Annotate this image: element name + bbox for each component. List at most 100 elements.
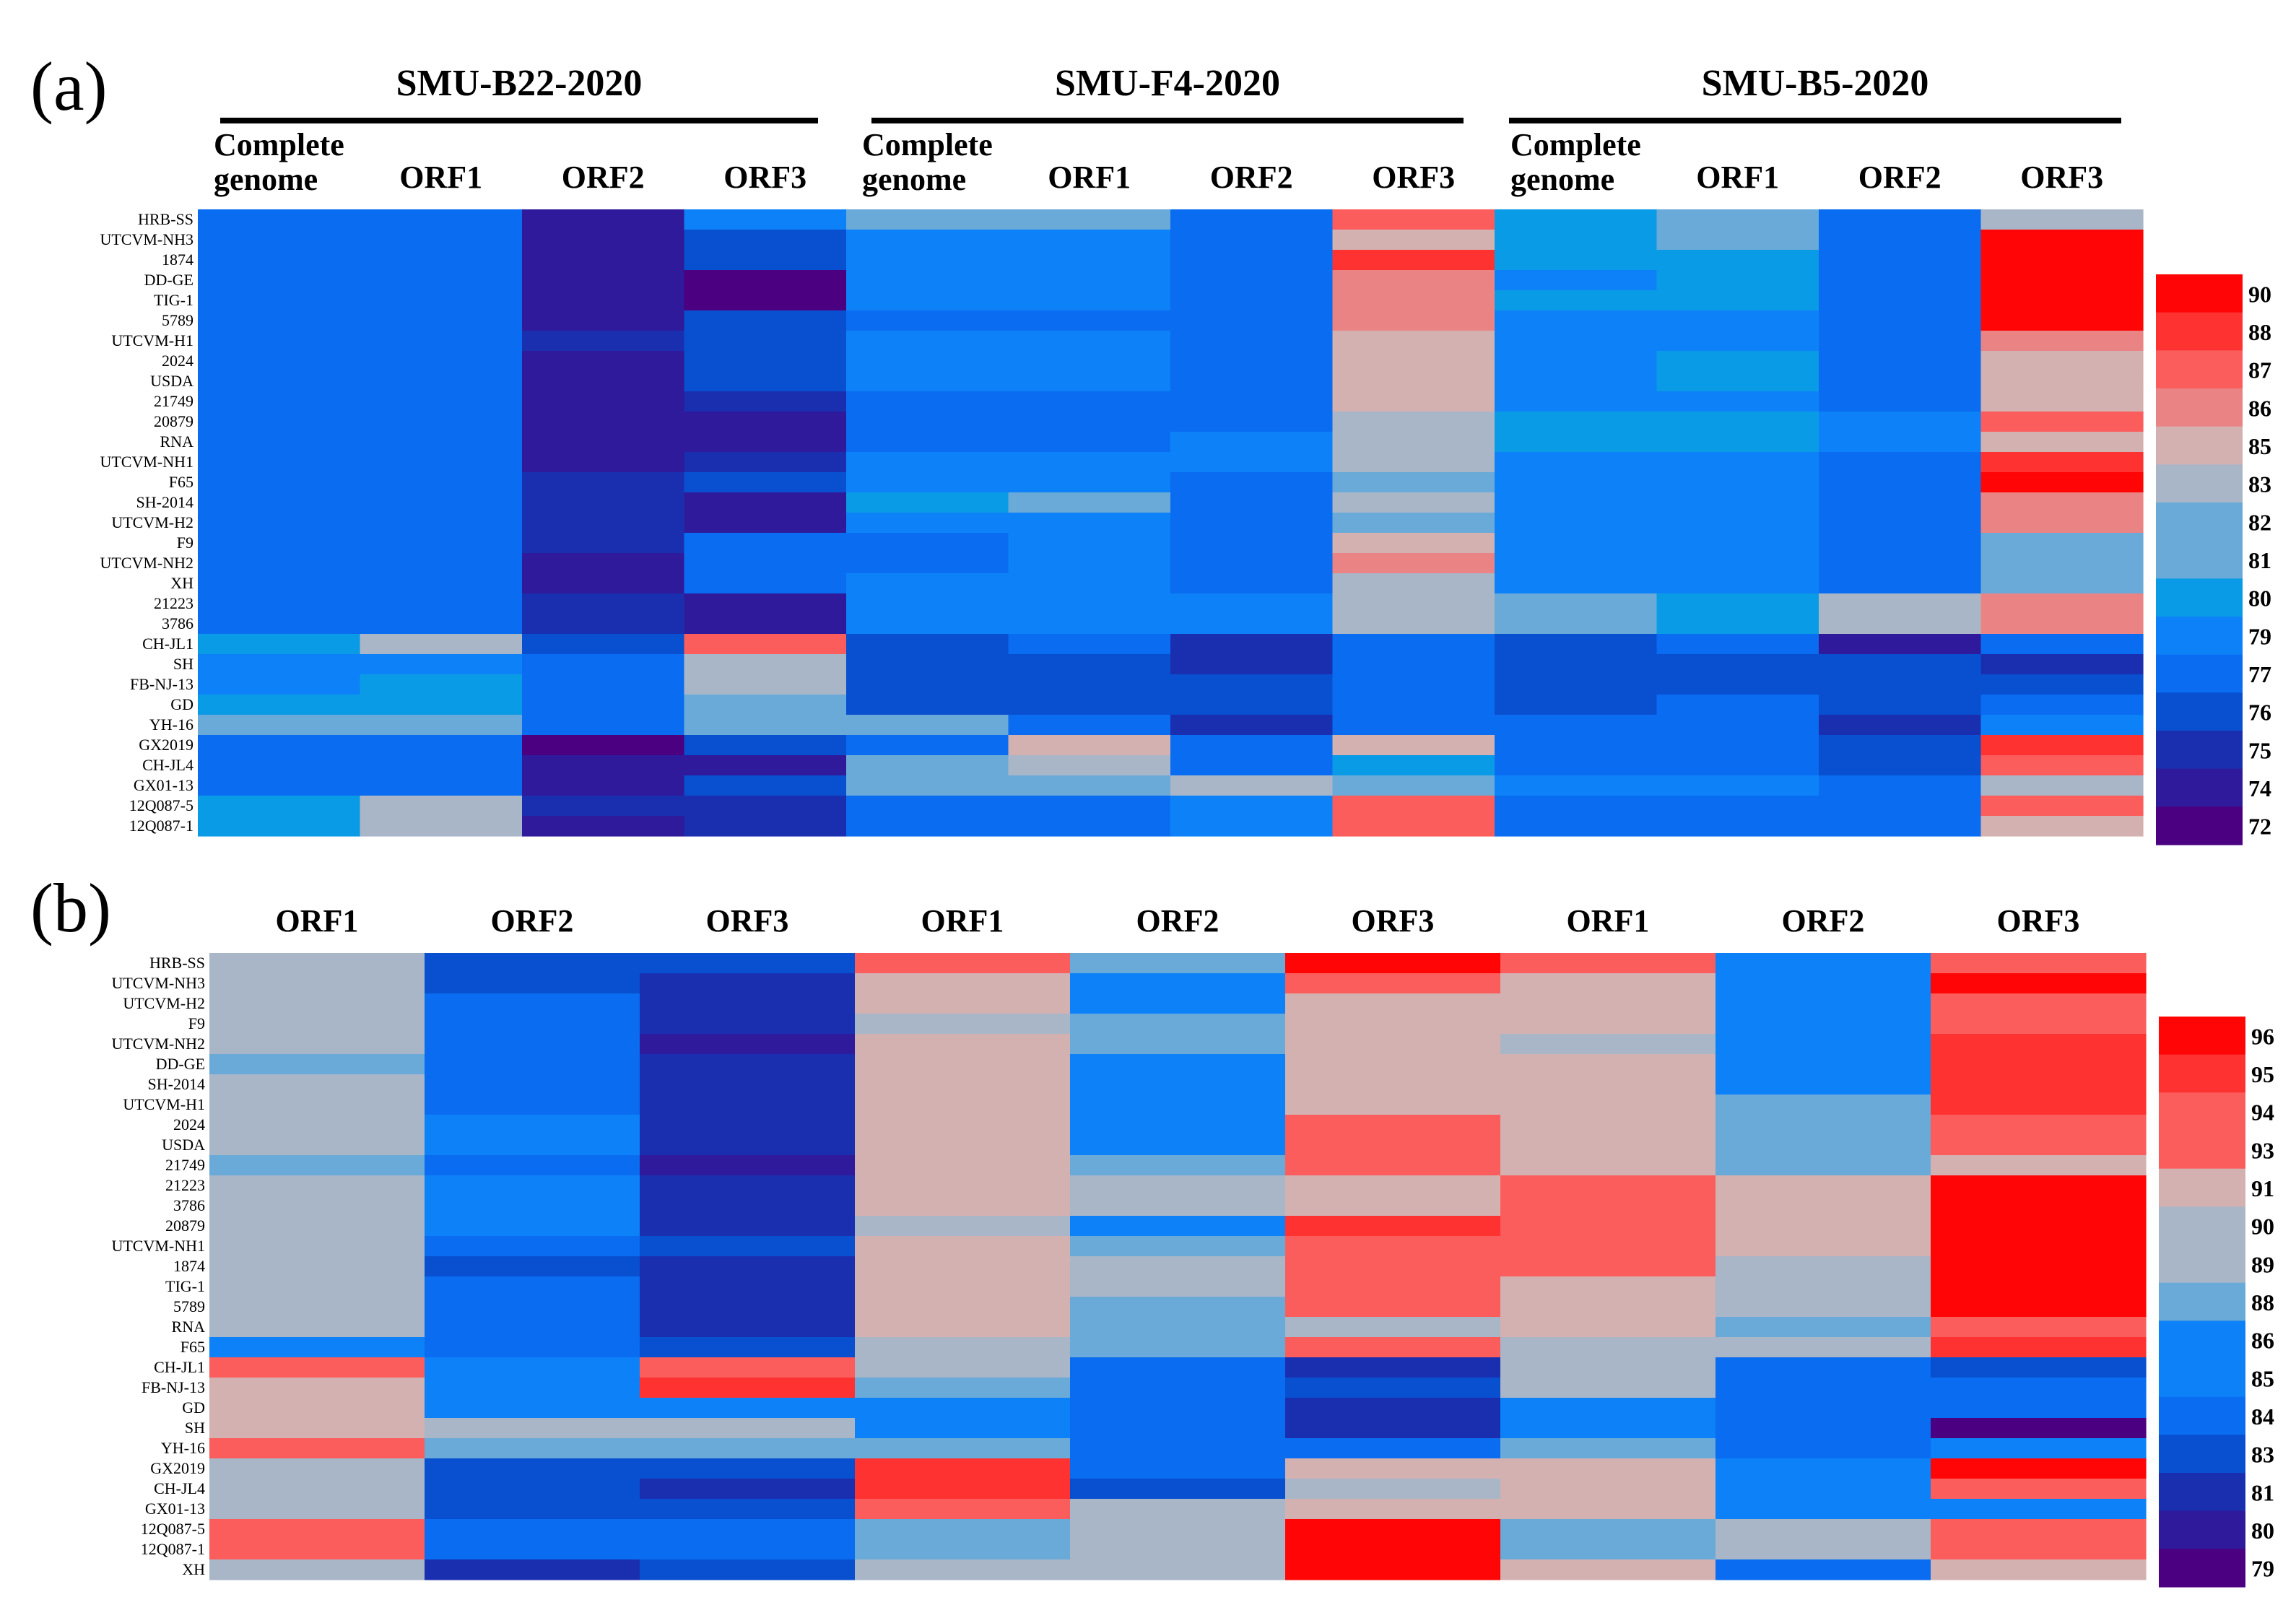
panel-a-cell (684, 796, 847, 817)
panel-b-cell (209, 1519, 425, 1540)
panel-a-cell (1980, 775, 2144, 796)
panel-a-cell (846, 755, 1009, 776)
panel-a-cell (684, 432, 847, 453)
panel-b-cell (425, 1034, 640, 1055)
panel-b-cell (855, 1135, 1071, 1156)
panel-b-cell (1716, 1074, 1931, 1095)
panel-a-cell (1332, 270, 1495, 291)
panel-a-cell (684, 250, 847, 271)
panel-a-cell (360, 593, 523, 614)
panel-a-cell (1332, 735, 1495, 756)
panel-b-cell (209, 1438, 425, 1459)
panel-a-cell (1170, 695, 1334, 715)
panel-b-cell (1716, 1499, 1931, 1520)
panel-a-cell (1008, 452, 1171, 473)
panel-a-col-label: Complete genome (214, 127, 344, 197)
panel-a-cell (1495, 634, 1658, 655)
panel-a-cell (1819, 250, 1982, 271)
panel-b-cell (1285, 1438, 1501, 1459)
panel-b-cell (1285, 1357, 1501, 1378)
panel-a-cell (684, 816, 847, 837)
panel-b-cell (1500, 1398, 1716, 1419)
panel-b-colorbar: 96 95 94 93 91 90 89 88 86 85 84 83 81 80 79 (2159, 1017, 2274, 1588)
panel-a-cell (1495, 391, 1658, 412)
panel-a-cell (360, 614, 523, 635)
panel-a-cell (1819, 614, 1982, 635)
panel-b-cell (1285, 1499, 1501, 1520)
panel-a-row-label: UTCVM-NH2 (100, 554, 193, 572)
panel-b-cell (1716, 1539, 1931, 1560)
panel-b-cell (1716, 1054, 1931, 1075)
panel-b-cell (640, 1357, 856, 1378)
panel-b-row-label: F9 (188, 1014, 205, 1032)
panel-a-cell (360, 310, 523, 331)
panel-b-cell (1285, 1479, 1501, 1500)
panel-a-cell (1656, 230, 1819, 251)
panel-b-colorbar-tick: 89 (2251, 1251, 2274, 1277)
panel-b-colorbar-swatch (2159, 1396, 2245, 1435)
panel-a-colorbar-swatch (2156, 502, 2243, 541)
panel-b-cell (1716, 1378, 1931, 1398)
panel-a-cell (1656, 614, 1819, 635)
panel-a-cell (1008, 270, 1171, 291)
panel-a-row-label: CH-JL4 (142, 756, 193, 774)
panel-a-cell (1819, 371, 1982, 392)
panel-b-cell (855, 993, 1071, 1014)
panel-a-cell (1008, 432, 1171, 453)
panel-a-cell (1495, 755, 1658, 776)
panel-b-cell (855, 1074, 1071, 1095)
panel-a-cell (1819, 209, 1982, 230)
panel-b-cell (1070, 1175, 1286, 1196)
panel-a-cell (684, 452, 847, 473)
panel-a-cell (522, 472, 685, 493)
panel-b-cell (1931, 1297, 2147, 1318)
panel-b-cell (1070, 1155, 1286, 1176)
panel-a-cell (1819, 270, 1982, 291)
panel-a-col-label-line: genome (1510, 162, 1614, 197)
panel-b-cell (209, 1458, 425, 1479)
panel-a-cell (1332, 614, 1495, 635)
panel-b-cell (1500, 1499, 1716, 1520)
panel-b-cell (1500, 1276, 1716, 1297)
panel-a-cell (1980, 614, 2144, 635)
panel-b-cell (1500, 993, 1716, 1014)
panel-a-cell (360, 250, 523, 271)
panel-b-row-label: 5789 (173, 1297, 205, 1315)
panel-b-cell (425, 1216, 640, 1237)
panel-a-colorbar-tick: 79 (2248, 623, 2271, 649)
panel-b-cell (855, 1054, 1071, 1075)
panel-b-row-label: UTCVM-NH1 (111, 1237, 205, 1255)
panel-a-row-label: UTCVM-H1 (111, 331, 193, 349)
panel-a-colorbar-tick: 82 (2248, 509, 2271, 535)
panel-a-row-label: GX2019 (139, 736, 193, 754)
panel-a-cell (846, 695, 1009, 715)
panel-b-cell (1285, 1135, 1501, 1156)
panel-b-cell (855, 1479, 1071, 1500)
panel-b-row-label: 1874 (173, 1257, 205, 1275)
panel-b-row-label: 12Q087-1 (141, 1540, 205, 1558)
panel-a-row-label: 21223 (154, 594, 193, 612)
panel-b-cell (1931, 1054, 2147, 1075)
panel-a-cell (1008, 533, 1171, 554)
panel-a-cell (1332, 654, 1495, 675)
panel-a-col-label: ORF3 (2020, 160, 2103, 195)
panel-b-cell (1070, 1438, 1286, 1459)
panel-a-cell (198, 351, 361, 372)
panel-a-colorbar-swatch (2156, 312, 2243, 351)
panel-a-cell (198, 250, 361, 271)
panel-b-colorbar-swatch (2159, 1092, 2245, 1131)
panel-a-cell (522, 775, 685, 796)
panel-b-cell (640, 1115, 856, 1136)
panel-b-cell (640, 1418, 856, 1439)
panel-a-label: (a) (30, 48, 108, 125)
panel-a-cell (1170, 391, 1334, 412)
panel-b-cell (1931, 1276, 2147, 1297)
panel-a-cell (1170, 250, 1334, 271)
panel-b-cell (1716, 993, 1931, 1014)
panel-b-cell (209, 1337, 425, 1358)
panel-b-cell (1500, 1034, 1716, 1055)
panel-a-cell (1656, 654, 1819, 675)
panel-a-cell (1495, 432, 1658, 453)
panel-a-cell (522, 614, 685, 635)
